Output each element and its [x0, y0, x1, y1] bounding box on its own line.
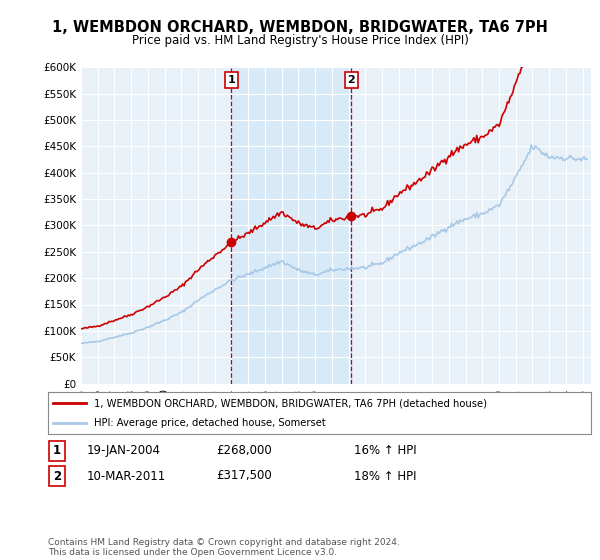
Text: HPI: Average price, detached house, Somerset: HPI: Average price, detached house, Some…: [94, 418, 326, 428]
Text: 16% ↑ HPI: 16% ↑ HPI: [354, 444, 416, 458]
Text: 1: 1: [227, 75, 235, 85]
Text: 1, WEMBDON ORCHARD, WEMBDON, BRIDGWATER, TA6 7PH (detached house): 1, WEMBDON ORCHARD, WEMBDON, BRIDGWATER,…: [94, 398, 487, 408]
Text: 2: 2: [347, 75, 355, 85]
Text: Price paid vs. HM Land Registry's House Price Index (HPI): Price paid vs. HM Land Registry's House …: [131, 34, 469, 46]
Bar: [232, 67, 352, 384]
Text: £268,000: £268,000: [216, 444, 272, 458]
Text: 2: 2: [53, 469, 61, 483]
Text: 1, WEMBDON ORCHARD, WEMBDON, BRIDGWATER, TA6 7PH: 1, WEMBDON ORCHARD, WEMBDON, BRIDGWATER,…: [52, 20, 548, 35]
Text: 18% ↑ HPI: 18% ↑ HPI: [354, 469, 416, 483]
Text: 1: 1: [53, 444, 61, 458]
Text: £317,500: £317,500: [216, 469, 272, 483]
Text: 10-MAR-2011: 10-MAR-2011: [87, 469, 166, 483]
Text: Contains HM Land Registry data © Crown copyright and database right 2024.
This d: Contains HM Land Registry data © Crown c…: [48, 538, 400, 557]
Text: 19-JAN-2004: 19-JAN-2004: [87, 444, 161, 458]
